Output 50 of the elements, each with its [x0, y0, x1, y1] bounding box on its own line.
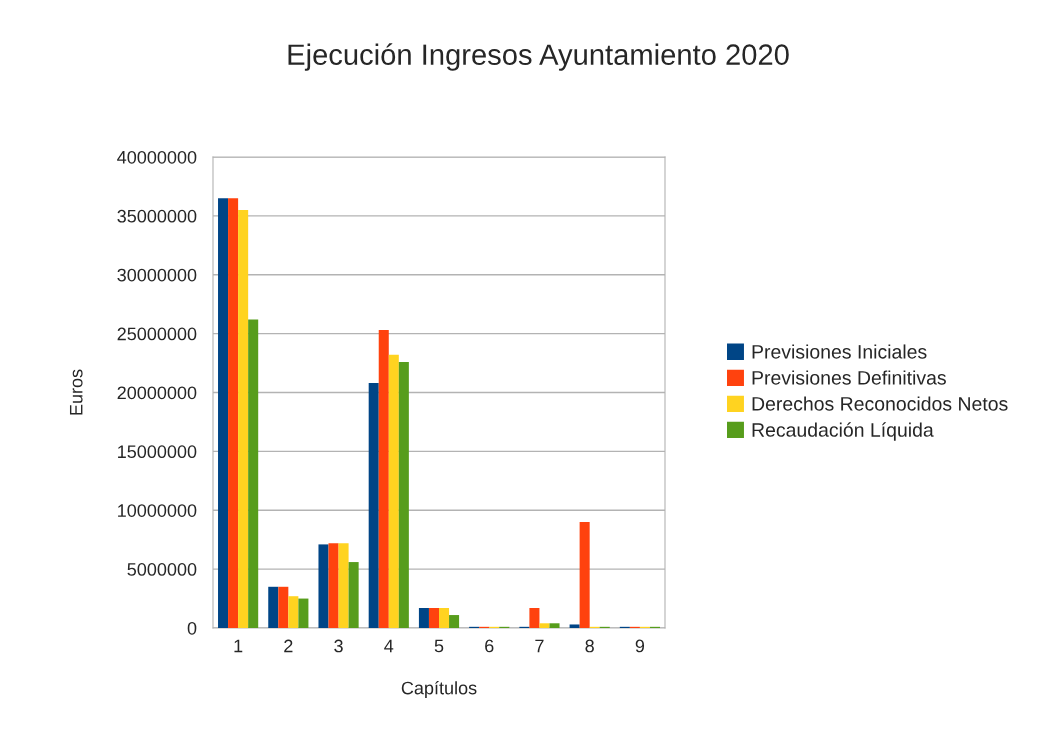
- chart-title: Ejecución Ingresos Ayuntamiento 2020: [288, 43, 789, 71]
- y-tick-label: 35000000: [117, 209, 197, 223]
- y-tick-label: 0: [187, 621, 197, 635]
- bar: [449, 615, 460, 628]
- legend-label: Previsiones Definitivas: [752, 370, 946, 385]
- bar: [338, 543, 349, 628]
- x-tick-label: 4: [384, 639, 394, 653]
- legend-label: Previsiones Iniciales: [752, 344, 927, 359]
- bar: [298, 598, 309, 628]
- bar: [549, 623, 560, 628]
- bar: [388, 354, 399, 628]
- y-axis-title: Euros: [69, 369, 83, 415]
- bar: [579, 522, 590, 628]
- bar: [238, 209, 249, 628]
- bar: [288, 596, 299, 628]
- bar: [398, 361, 409, 628]
- x-tick-label: 2: [284, 639, 293, 653]
- x-axis-title: Capítulos: [401, 680, 477, 698]
- bar: [529, 607, 540, 628]
- y-tick-label: 15000000: [118, 445, 197, 459]
- x-tick-label: 5: [434, 639, 444, 653]
- x-tick-label: 7: [535, 639, 544, 653]
- x-tick-label: 9: [635, 639, 645, 653]
- bar: [318, 544, 329, 628]
- bar: [569, 624, 580, 628]
- bar: [218, 198, 229, 628]
- legend-label: Recaudación Líquida: [752, 422, 934, 441]
- bar: [368, 383, 379, 628]
- bar: [268, 586, 279, 628]
- y-tick-label: 20000000: [117, 386, 197, 400]
- y-tick-label: 25000000: [117, 327, 197, 341]
- bar: [328, 543, 339, 628]
- y-tick-label: 10000000: [118, 504, 197, 517]
- x-tick-label: 3: [334, 639, 343, 653]
- legend-label: Derechos Reconocidos Netos: [752, 396, 1008, 411]
- bar: [418, 607, 429, 628]
- x-tick-label: 6: [485, 639, 494, 653]
- y-tick-label: 40000000: [117, 150, 197, 164]
- bar: [439, 607, 450, 628]
- bar: [378, 330, 389, 628]
- x-tick-label: 8: [585, 639, 594, 653]
- x-tick-label: 1: [234, 639, 243, 653]
- bar: [348, 562, 359, 628]
- bar: [539, 623, 550, 628]
- y-tick-label: 30000000: [117, 268, 197, 282]
- bar: [428, 607, 439, 628]
- bar: [248, 319, 259, 628]
- bar: [278, 586, 289, 628]
- bar: [228, 198, 239, 628]
- y-tick-label: 5000000: [127, 563, 197, 576]
